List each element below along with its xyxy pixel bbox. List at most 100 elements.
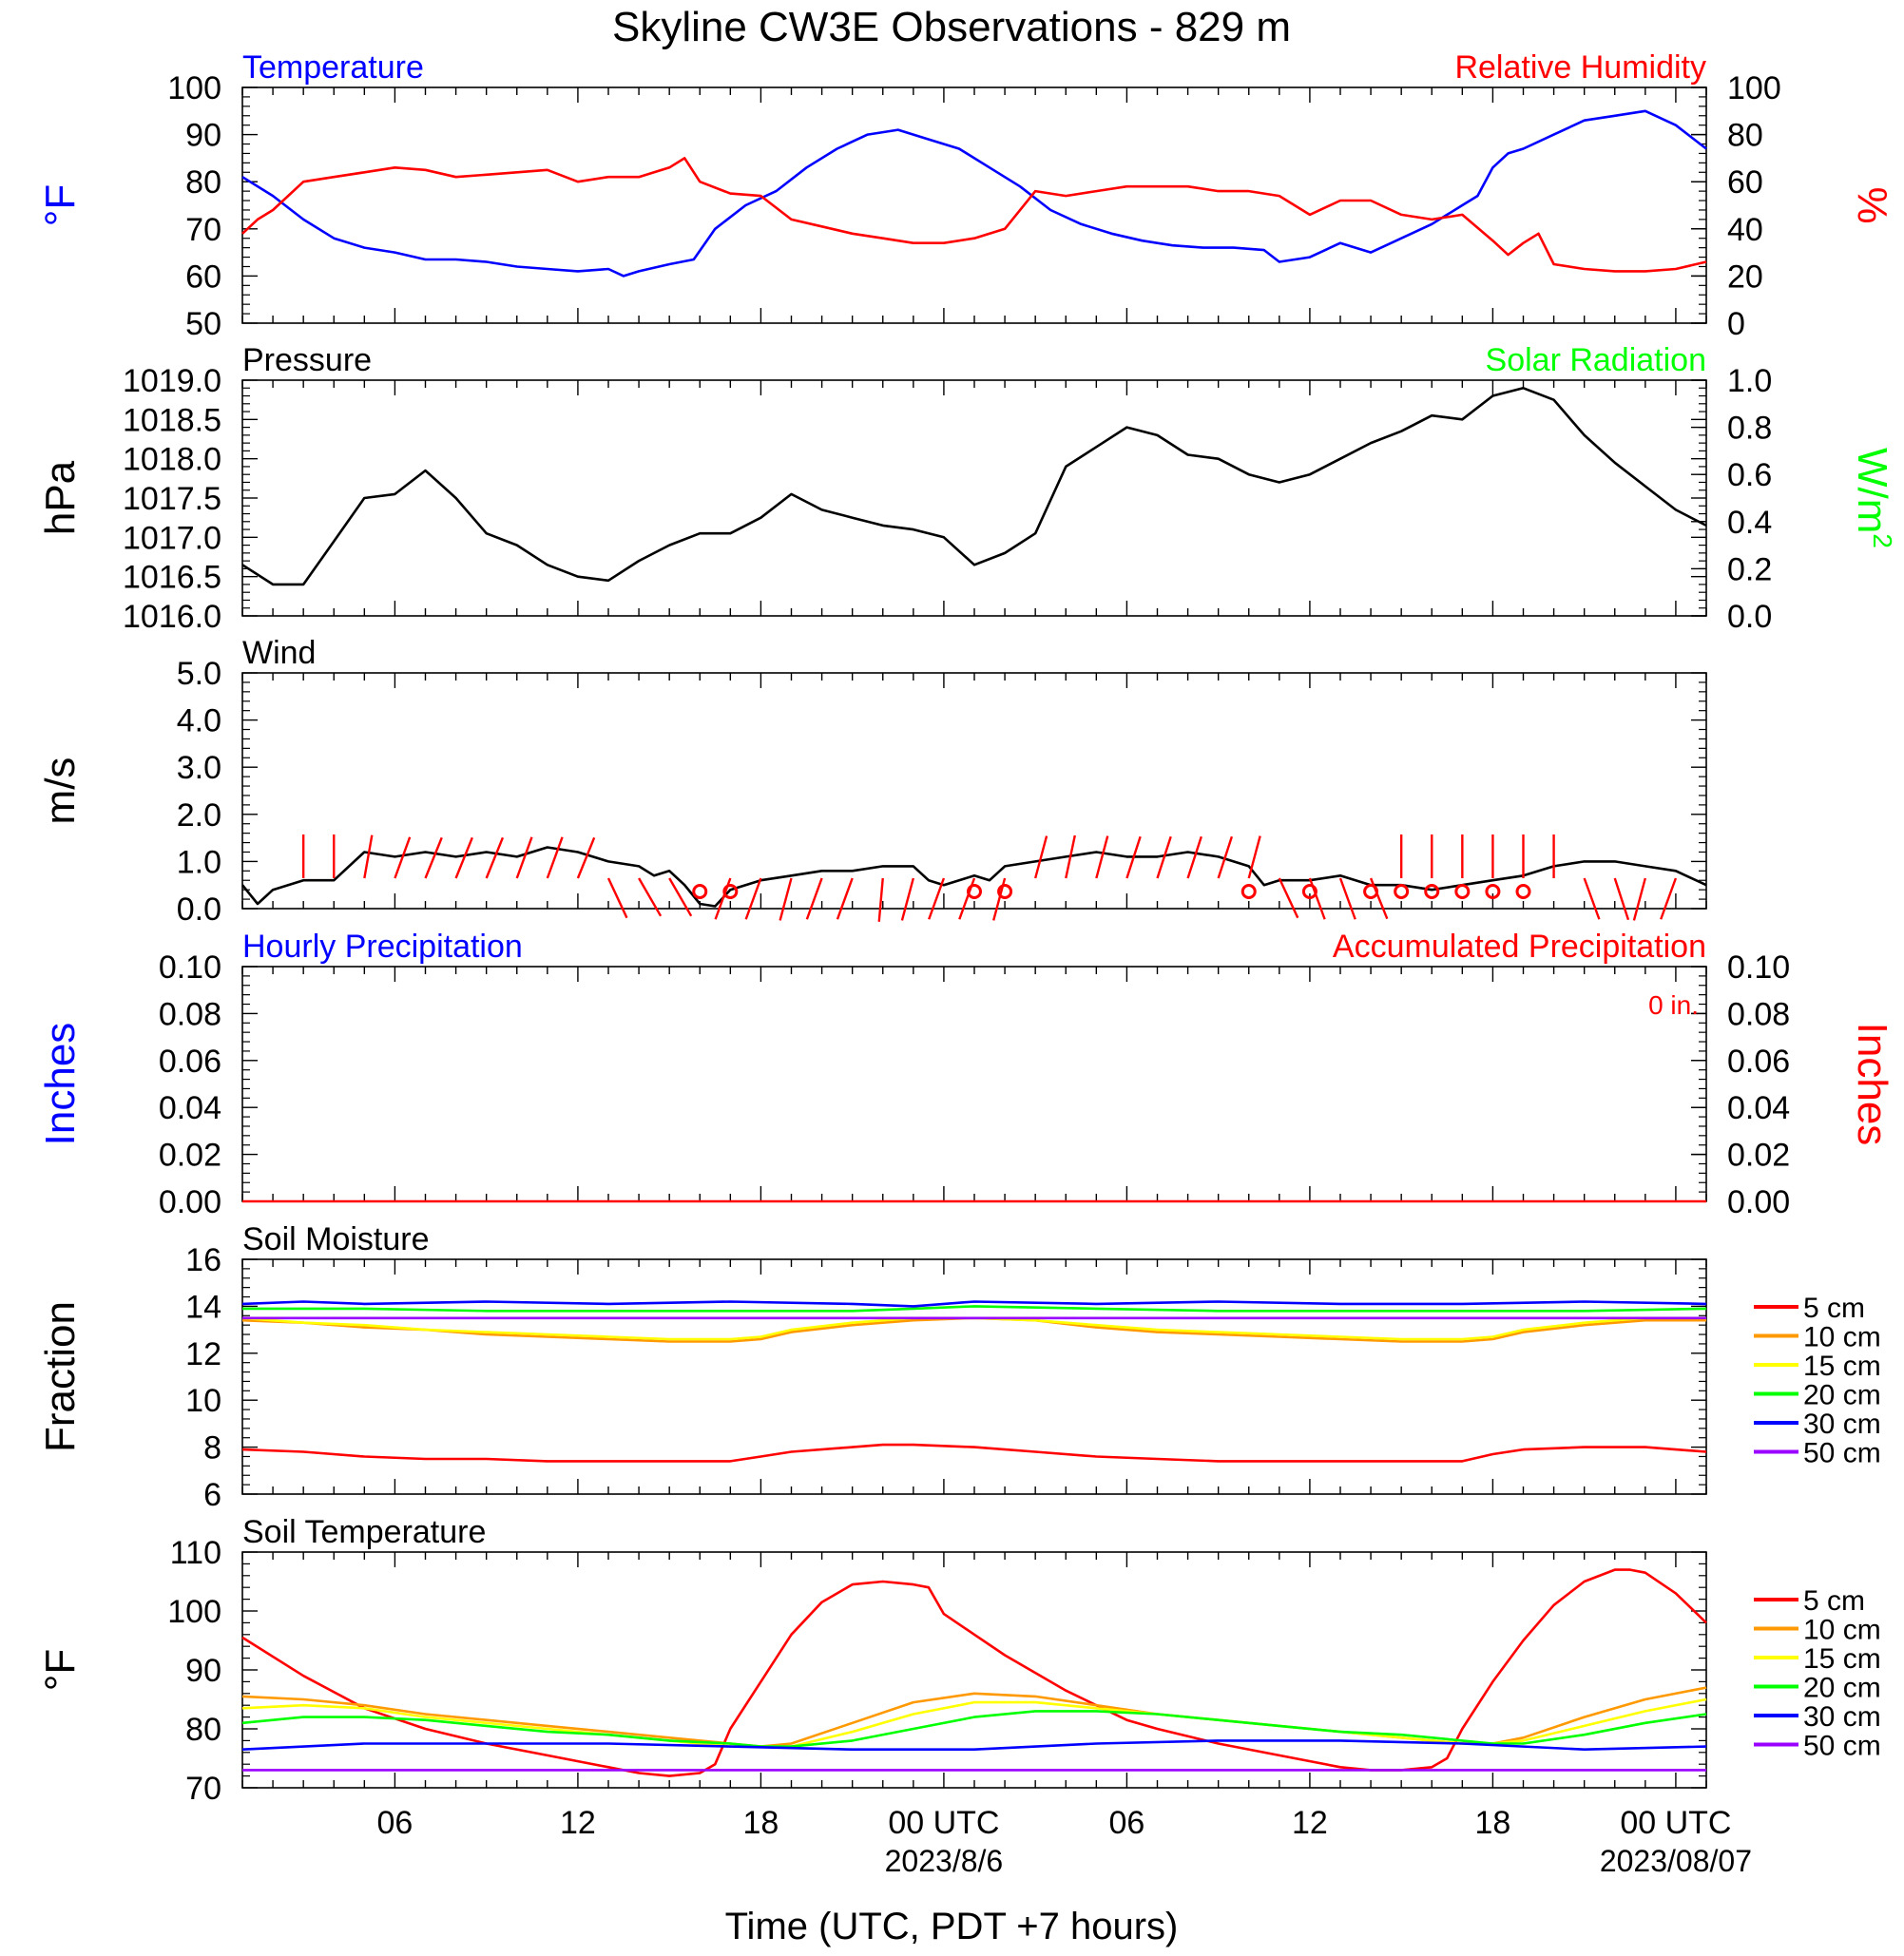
calm-wind-marker	[1363, 884, 1379, 899]
wind-barb	[424, 836, 443, 879]
y-tick-label-left: 1018.5	[123, 402, 221, 438]
time-tick-label: 12	[560, 1805, 596, 1841]
legend-label: 5 cm	[1803, 1293, 1865, 1324]
y-tick-label-left: 6	[203, 1477, 221, 1513]
y-tick-label-left: 1017.5	[123, 481, 221, 517]
y-tick-label-left: 12	[185, 1336, 221, 1372]
wind-barb	[638, 877, 663, 917]
pressure-series-0	[241, 386, 1707, 586]
wind-barb	[1034, 835, 1048, 879]
y-tick-label-left: 0.0	[177, 892, 221, 928]
temp_rh-y-label-left: °F	[37, 184, 84, 226]
y-tick-label-left: 1019.0	[123, 363, 221, 399]
precip-y-label-right: Inches	[1849, 1023, 1895, 1146]
y-tick-label-right: 1.0	[1727, 363, 1772, 399]
soil_moisture-left-title: Soil Moisture	[242, 1221, 430, 1257]
wind-barb	[805, 877, 823, 920]
y-tick-label-left: 100	[167, 1594, 221, 1630]
wind-barb	[1247, 835, 1261, 879]
wind-barb	[1095, 835, 1109, 879]
legend-label: 10 cm	[1803, 1322, 1881, 1353]
y-tick-label-left: 80	[185, 164, 221, 201]
wind-barb	[363, 834, 374, 879]
y-tick-label-right: 80	[1727, 118, 1763, 154]
y-tick-label-right: 0.8	[1727, 411, 1772, 447]
wind-y-label-left: m/s	[37, 757, 84, 825]
y-tick-label-right: 0.0	[1727, 599, 1772, 635]
wind-left-title: Wind	[242, 635, 316, 671]
series-20-cm	[242, 1305, 1707, 1313]
y-tick-label-left: 60	[185, 259, 221, 295]
y-tick-label-right: 40	[1727, 212, 1763, 248]
temp_rh-frame	[241, 86, 1707, 324]
series-20-cm	[241, 1710, 1707, 1748]
y-tick-label-left: 110	[170, 1535, 221, 1571]
y-tick-label-right: 0.10	[1727, 949, 1790, 986]
accumulated-total-label: 0 in.	[1648, 990, 1699, 1020]
y-tick-label-right: 20	[1727, 259, 1763, 295]
y-tick-label-left: 4.0	[177, 703, 221, 739]
calm-wind-marker	[1394, 884, 1410, 899]
time-tick-label: 12	[1292, 1805, 1328, 1841]
y-tick-label-left: 0.04	[159, 1090, 221, 1126]
wind-barb	[576, 836, 596, 879]
date-label: 2023/8/6	[885, 1844, 1004, 1878]
wind-barb	[1186, 835, 1202, 879]
calm-wind-marker	[692, 884, 708, 899]
wind-panel: 0.0 1.0 2.0 3.0 4.0 5.0 Wind m/s	[37, 635, 1707, 928]
precip-panel: 0.00 0.02 0.04 0.06 0.08 0.10 0.00 0.02 0.04 0.06…	[37, 929, 1895, 1220]
wind-barb	[1583, 877, 1601, 920]
wind-barb	[877, 877, 884, 922]
wind-barb	[1613, 877, 1630, 921]
chart-title: Skyline CW3E Observations - 829 m	[612, 4, 1291, 50]
calm-wind-marker	[997, 884, 1013, 899]
time-tick-label: 00 UTC	[1620, 1805, 1731, 1841]
y-tick-label-left: 3.0	[177, 750, 221, 786]
wind-barb	[900, 877, 914, 921]
wind-barb	[606, 877, 628, 919]
y-tick-label-left: 100	[167, 70, 221, 106]
y-tick-label-right: 0.00	[1727, 1184, 1790, 1220]
y-tick-label-left: 10	[185, 1383, 221, 1419]
y-tick-label-right: 100	[1727, 70, 1781, 106]
y-tick-label-left: 0.02	[159, 1138, 221, 1174]
soil_temp-y-label-left: °F	[37, 1649, 84, 1691]
wind-barb	[928, 877, 946, 920]
calm-wind-marker	[1301, 884, 1317, 899]
wind-barb	[1632, 877, 1646, 921]
wind-barb	[668, 877, 693, 917]
y-tick-label-right: 0.06	[1727, 1044, 1790, 1080]
legend-label: 20 cm	[1803, 1673, 1881, 1704]
wind-barb	[515, 836, 533, 879]
calm-wind-marker	[722, 884, 739, 899]
y-tick-label-right: 0.4	[1727, 505, 1772, 541]
y-tick-label-left: 1.0	[177, 844, 221, 880]
calm-wind-marker	[1424, 884, 1440, 899]
temp_rh-y-label-right: %	[1849, 186, 1895, 223]
time-tick-label: 06	[377, 1805, 413, 1841]
y-tick-label-left: 1017.0	[123, 520, 221, 556]
series-30-cm	[241, 1739, 1707, 1751]
pressure-left-title: Pressure	[242, 342, 372, 378]
wind-barb	[454, 836, 473, 879]
temp_rh-panel: 50 60 70 80 90 100 0 20 40 60 80 100 Temperature Rela…	[37, 49, 1895, 342]
time-tick-label: 18	[1475, 1805, 1511, 1841]
y-tick-label-left: 0.08	[159, 996, 221, 1032]
precip-frame	[241, 966, 1707, 1202]
y-tick-label-left: 0.10	[159, 949, 221, 986]
y-tick-label-left: 2.0	[177, 797, 221, 834]
y-tick-label-left: 14	[185, 1289, 221, 1325]
wind-barb	[1660, 877, 1678, 920]
series-5-cm	[241, 1443, 1707, 1463]
legend-label: 30 cm	[1803, 1409, 1881, 1440]
legend-label: 10 cm	[1803, 1615, 1881, 1646]
wind-frame	[241, 672, 1707, 910]
y-tick-label-left: 16	[185, 1242, 221, 1278]
series-30-cm	[241, 1300, 1707, 1308]
series-5-cm	[241, 1568, 1707, 1777]
unit-superscript: 2	[1868, 533, 1897, 548]
legend-label: 50 cm	[1803, 1731, 1881, 1762]
wind-barb	[836, 877, 854, 920]
y-tick-label-left: 90	[185, 118, 221, 154]
